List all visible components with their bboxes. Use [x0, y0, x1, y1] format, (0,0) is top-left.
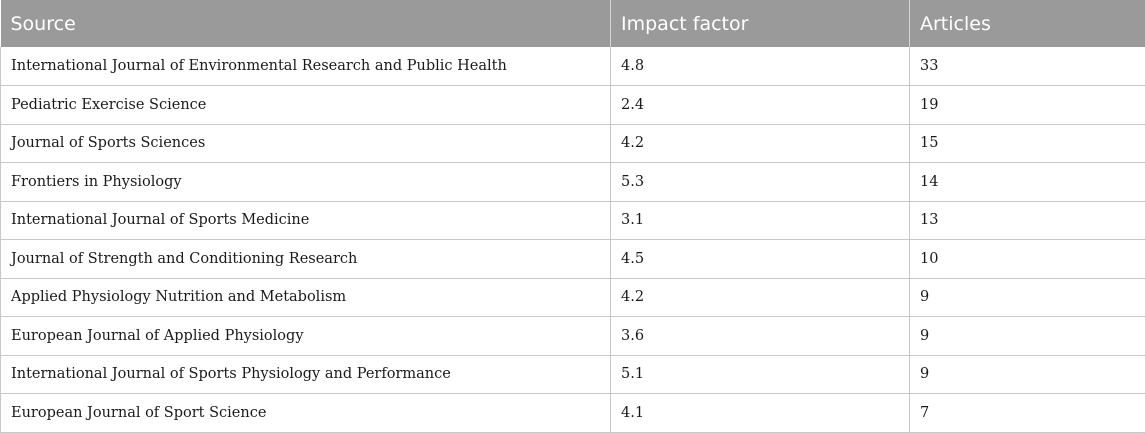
cell-source: Applied Physiology Nutrition and Metabol…: [0, 278, 611, 317]
cell-articles: 10: [909, 239, 1145, 279]
cell-source: International Journal of Sports Medicine: [0, 201, 611, 240]
cell-impact-factor: 4.5: [610, 239, 910, 279]
cell-articles: 13: [909, 201, 1145, 240]
cell-impact-factor: 5.1: [610, 355, 910, 394]
table-row: Journal of Sports Sciences 4.2 15: [0, 124, 1145, 163]
cell-impact-factor: 3.6: [610, 316, 910, 356]
table-header: Source Impact factor Articles: [0, 0, 1145, 47]
cell-articles: 9: [909, 316, 1145, 356]
table-row: European Journal of Applied Physiology 3…: [0, 316, 1145, 356]
header-source: Source: [0, 0, 611, 47]
table-row: International Journal of Sports Medicine…: [0, 201, 1145, 240]
cell-impact-factor: 4.8: [610, 47, 910, 86]
header-impact-factor: Impact factor: [610, 0, 910, 47]
cell-source: European Journal of Sport Science: [0, 393, 611, 433]
cell-source: Frontiers in Physiology: [0, 162, 611, 202]
cell-articles: 15: [909, 124, 1145, 163]
cell-articles: 7: [909, 393, 1145, 433]
cell-source: Pediatric Exercise Science: [0, 85, 611, 125]
cell-articles: 9: [909, 278, 1145, 317]
table-row: Frontiers in Physiology 5.3 14: [0, 162, 1145, 202]
table-row: Journal of Strength and Conditioning Res…: [0, 239, 1145, 279]
table-row: European Journal of Sport Science 4.1 7: [0, 393, 1145, 433]
cell-source: European Journal of Applied Physiology: [0, 316, 611, 356]
cell-impact-factor: 5.3: [610, 162, 910, 202]
cell-impact-factor: 2.4: [610, 85, 910, 125]
table-row: International Journal of Sports Physiolo…: [0, 355, 1145, 394]
cell-articles: 33: [909, 47, 1145, 86]
cell-articles: 9: [909, 355, 1145, 394]
header-row: Source Impact factor Articles: [0, 0, 1145, 47]
header-articles: Articles: [909, 0, 1145, 47]
table-row: Pediatric Exercise Science 2.4 19: [0, 85, 1145, 125]
cell-source: Journal of Sports Sciences: [0, 124, 611, 163]
cell-articles: 19: [909, 85, 1145, 125]
cell-impact-factor: 4.2: [610, 124, 910, 163]
cell-impact-factor: 3.1: [610, 201, 910, 240]
table-body: International Journal of Environmental R…: [0, 47, 1145, 433]
cell-source: International Journal of Environmental R…: [0, 47, 611, 86]
cell-impact-factor: 4.2: [610, 278, 910, 317]
cell-source: Journal of Strength and Conditioning Res…: [0, 239, 611, 279]
table-row: Applied Physiology Nutrition and Metabol…: [0, 278, 1145, 317]
cell-articles: 14: [909, 162, 1145, 202]
cell-impact-factor: 4.1: [610, 393, 910, 433]
cell-source: International Journal of Sports Physiolo…: [0, 355, 611, 394]
table-row: International Journal of Environmental R…: [0, 47, 1145, 86]
